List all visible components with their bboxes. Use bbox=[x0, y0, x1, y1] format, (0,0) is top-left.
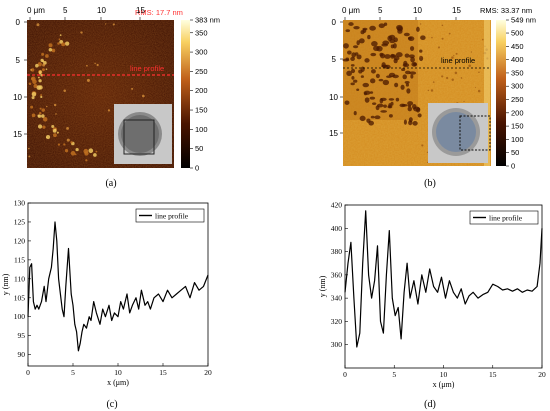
x-tick-label: 10 bbox=[440, 370, 448, 379]
rms-label-a: RMS: 17.7 nm bbox=[135, 8, 183, 17]
x-tick-label: 0 bbox=[343, 370, 347, 379]
x-tick-label: 15 bbox=[136, 6, 145, 15]
y-tick-label: 300 bbox=[331, 340, 343, 349]
colorbar-b bbox=[496, 20, 506, 166]
y-tick-label: 10 bbox=[13, 93, 22, 102]
colorbar-tick-label: 350 bbox=[195, 28, 208, 37]
colorbar-tick-label: 0 bbox=[195, 164, 199, 173]
legend-box bbox=[469, 210, 539, 225]
afm-image-a-bright-arc bbox=[27, 23, 164, 162]
afm-image-b-pits bbox=[342, 20, 490, 166]
x-tick-label: 15 bbox=[489, 370, 497, 379]
colorbar-tick-label: 549 nm bbox=[511, 16, 536, 25]
line-profile-label-a: line profile bbox=[130, 64, 164, 73]
colorbar-tick-label: 300 bbox=[511, 82, 524, 91]
panel-label-d: (d) bbox=[424, 399, 436, 410]
x-tick-label: 15 bbox=[452, 6, 461, 15]
colorbar-tick-label: 100 bbox=[511, 135, 524, 144]
y-tick-label: 380 bbox=[331, 247, 343, 256]
x-tick-label: 0 μm bbox=[342, 6, 360, 15]
x-tick-label: 5 bbox=[392, 370, 396, 379]
inset-scan-box-b bbox=[459, 115, 491, 151]
colorbar-tick-label: 0 bbox=[511, 162, 515, 171]
series-line bbox=[27, 221, 209, 352]
x-tick-label: 5 bbox=[378, 6, 383, 15]
series-line bbox=[344, 210, 543, 348]
colorbar-a bbox=[181, 20, 190, 168]
y-tick-label: 115 bbox=[14, 255, 25, 264]
x-tick-label: 15 bbox=[159, 368, 167, 377]
x-tick-label: 20 bbox=[538, 370, 546, 379]
y-tick-label: 120 bbox=[14, 236, 26, 245]
y-tick-label: 420 bbox=[331, 201, 343, 210]
x-tick-label: 10 bbox=[97, 6, 106, 15]
colorbar-tick-label: 150 bbox=[195, 106, 208, 115]
colorbar-tick-label: 200 bbox=[511, 108, 524, 117]
x-tick-label: 0 bbox=[26, 368, 30, 377]
y-tick-label: 5 bbox=[332, 55, 337, 64]
colorbar-tick-label: 300 bbox=[195, 48, 208, 57]
colorbar-tick-label: 500 bbox=[511, 29, 524, 38]
colorbar-tick-label: 150 bbox=[511, 122, 524, 131]
colorbar-tick-label: 350 bbox=[511, 68, 524, 77]
x-tick-label: 10 bbox=[114, 368, 122, 377]
colorbar-tick-label: 383 nm bbox=[195, 16, 220, 25]
legend-label: line profile bbox=[489, 214, 523, 223]
y-tick-label: 360 bbox=[331, 270, 343, 279]
rms-label-b: RMS: 33.37 nm bbox=[480, 6, 532, 15]
legend-label: line profile bbox=[155, 212, 189, 221]
inset-image-a bbox=[114, 104, 172, 164]
x-tick-label: 20 bbox=[204, 368, 212, 377]
x-axis-label: x (μm) bbox=[433, 380, 455, 389]
colorbar-tick-label: 250 bbox=[195, 67, 208, 76]
inset-scan-box-a bbox=[123, 119, 155, 155]
line-chart-d: 0 5 10 15 20 300 320 340 360 380 400 420 x (μm) y (nm… bbox=[318, 201, 546, 390]
panel-label-b: (b) bbox=[424, 178, 436, 189]
afm-panel-a: line profile RMS: 17.7 nm 0 μm 5 10 15 0… bbox=[13, 6, 220, 173]
y-tick-label: 340 bbox=[331, 294, 343, 303]
colorbar-tick-label: 200 bbox=[195, 86, 208, 95]
y-tick-label: 400 bbox=[331, 224, 343, 233]
x-axis-label: x (μm) bbox=[107, 378, 129, 387]
colorbar-tick-label: 50 bbox=[195, 144, 203, 153]
x-tick-label: 10 bbox=[413, 6, 422, 15]
y-tick-label: 15 bbox=[329, 129, 338, 138]
y-tick-label: 15 bbox=[13, 130, 22, 139]
y-tick-label: 10 bbox=[329, 93, 338, 102]
colorbar-tick-label: 400 bbox=[511, 55, 524, 64]
x-tick-label: 5 bbox=[63, 6, 68, 15]
y-tick-label: 90 bbox=[18, 350, 26, 359]
x-tick-label: 5 bbox=[71, 368, 75, 377]
y-axis-label: y (nm) bbox=[1, 273, 10, 295]
colorbar-tick-label: 250 bbox=[511, 95, 524, 104]
line-profile-label-b: line profile bbox=[441, 56, 475, 65]
colorbar-tick-label: 100 bbox=[195, 125, 208, 134]
colorbar-tick-label: 450 bbox=[511, 42, 524, 51]
y-tick-label: 0 bbox=[332, 18, 337, 27]
panel-label-a: (a) bbox=[105, 178, 116, 189]
y-tick-label: 0 bbox=[16, 18, 21, 27]
y-tick-label: 95 bbox=[18, 331, 26, 340]
colorbar-tick-label: 50 bbox=[511, 148, 519, 157]
y-tick-label: 125 bbox=[14, 217, 26, 226]
x-tick-label: 0 μm bbox=[27, 6, 45, 15]
afm-panel-b: line profile RMS: 33.37 nm 0 μm 5 10 15 … bbox=[329, 6, 536, 171]
inset-image-b bbox=[428, 103, 491, 163]
y-tick-label: 110 bbox=[14, 274, 25, 283]
legend-box bbox=[135, 208, 205, 223]
y-tick-label: 130 bbox=[14, 199, 26, 208]
y-tick-label: 5 bbox=[16, 56, 21, 65]
y-tick-label: 100 bbox=[14, 312, 26, 321]
y-tick-label: 105 bbox=[14, 293, 26, 302]
line-chart-c: 0 5 10 15 20 90 95 100 105 110 115 120 125 130 x (μm) y… bbox=[1, 199, 212, 388]
panel-label-c: (c) bbox=[106, 399, 117, 410]
y-axis-label: y (nm) bbox=[318, 275, 327, 297]
y-tick-label: 320 bbox=[331, 317, 343, 326]
